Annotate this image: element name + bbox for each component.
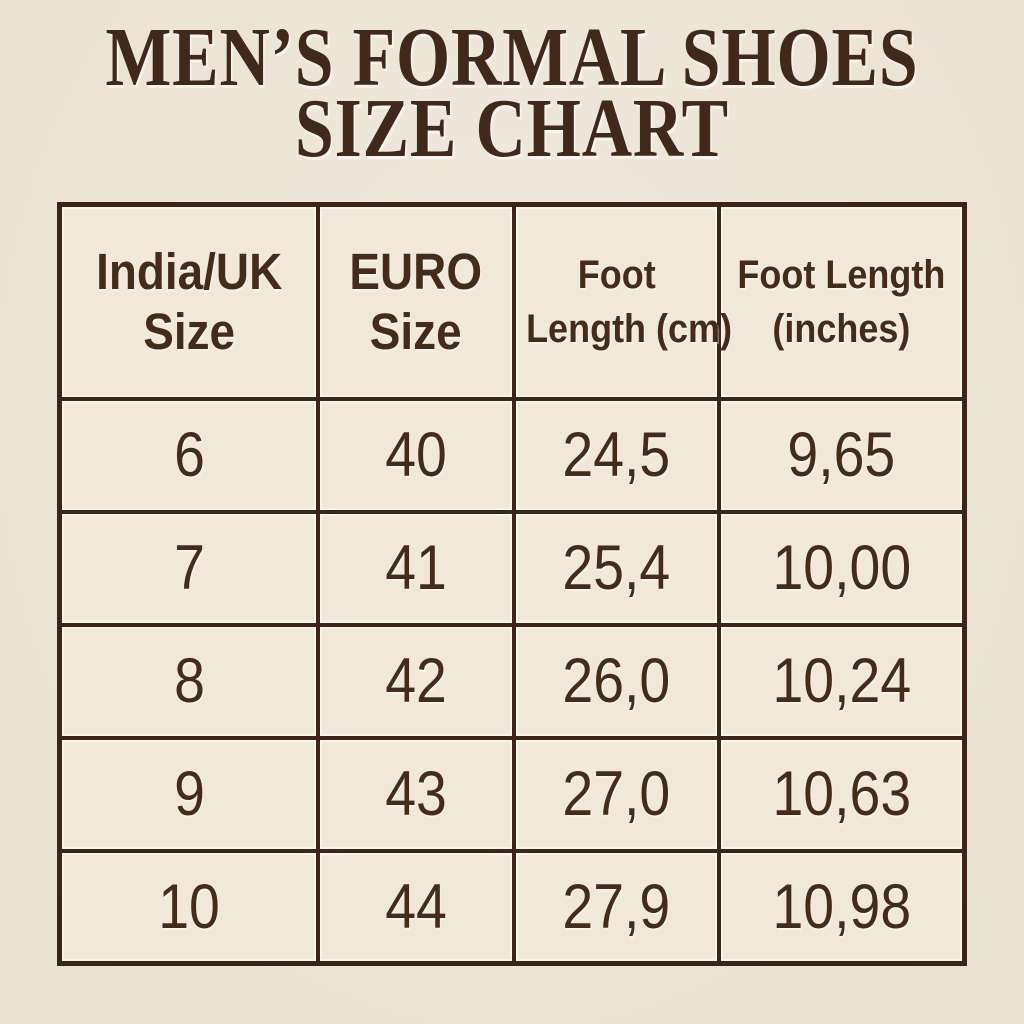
cell-india-uk-size: 7 xyxy=(57,509,321,627)
value-foot-length-inches: 10,00 xyxy=(772,533,911,603)
cell-india-uk-size: 6 xyxy=(57,396,321,514)
cell-foot-length-inches: 10,98 xyxy=(717,848,967,966)
header-euro-size: EURO Size xyxy=(316,202,516,401)
value-foot-length-cm: 27,0 xyxy=(562,759,671,829)
cell-foot-length-cm: 27,9 xyxy=(511,848,722,966)
value-india-uk-size: 10 xyxy=(158,871,220,942)
value-foot-length-cm: 24,5 xyxy=(562,420,671,490)
value-euro-size: 42 xyxy=(385,646,447,716)
value-foot-length-inches: 10,24 xyxy=(772,646,911,716)
table-row: 9 43 27,0 10,63 xyxy=(57,735,967,853)
table-row: 6 40 24,5 9,65 xyxy=(57,396,967,514)
cell-india-uk-size: 10 xyxy=(57,848,321,966)
cell-euro-size: 43 xyxy=(316,735,516,853)
cell-foot-length-cm: 25,4 xyxy=(511,509,722,627)
header-foot-length-inches: Foot Length (inches) xyxy=(717,202,967,401)
value-foot-length-cm: 26,0 xyxy=(562,646,671,716)
value-foot-length-inches: 10,98 xyxy=(772,871,911,942)
header-foot-length-cm-line-2: Length (cm) xyxy=(525,306,732,351)
cell-foot-length-cm: 26,0 xyxy=(511,622,722,740)
header-foot-length-inches-line-2: (inches) xyxy=(772,306,911,351)
cell-euro-size: 44 xyxy=(316,848,516,966)
page-title: MEN’S FORMAL SHOES SIZE CHART xyxy=(0,11,1024,175)
value-india-uk-size: 6 xyxy=(173,420,205,490)
header-euro-size-line-2: Size xyxy=(370,302,462,360)
header-foot-length-inches-line-1: Foot Length xyxy=(737,252,946,297)
table-header-row: India/UK Size EURO Size Foot Length (cm)… xyxy=(57,202,967,401)
page-title-line-2: SIZE CHART xyxy=(295,82,729,175)
value-india-uk-size: 9 xyxy=(173,759,205,829)
value-euro-size: 40 xyxy=(385,420,447,490)
size-conversion-table: India/UK Size EURO Size Foot Length (cm)… xyxy=(57,202,967,966)
table-row: 8 42 26,0 10,24 xyxy=(57,622,967,740)
header-india-uk-size: India/UK Size xyxy=(57,202,321,401)
cell-euro-size: 42 xyxy=(316,622,516,740)
cell-foot-length-cm: 27,0 xyxy=(511,735,722,853)
value-euro-size: 44 xyxy=(385,871,447,942)
table-row: 10 44 27,9 10,98 xyxy=(57,848,967,966)
value-foot-length-inches: 9,65 xyxy=(787,420,896,490)
header-foot-length-cm: Foot Length (cm) xyxy=(511,202,732,401)
value-euro-size: 43 xyxy=(385,759,447,829)
header-euro-size-line-1: EURO xyxy=(349,242,483,300)
header-foot-length-cm-line-1: Foot xyxy=(577,252,656,297)
header-india-uk-size-line-2: Size xyxy=(143,302,236,360)
cell-euro-size: 40 xyxy=(316,396,516,514)
cell-euro-size: 41 xyxy=(316,509,516,627)
cell-foot-length-inches: 10,00 xyxy=(717,509,967,627)
table-row: 7 41 25,4 10,00 xyxy=(57,509,967,627)
value-euro-size: 41 xyxy=(385,533,447,603)
page-title-line-1: MEN’S FORMAL SHOES xyxy=(105,11,919,104)
cell-foot-length-inches: 10,63 xyxy=(717,735,967,853)
cell-foot-length-inches: 10,24 xyxy=(717,622,967,740)
cell-india-uk-size: 9 xyxy=(57,735,321,853)
value-india-uk-size: 8 xyxy=(173,646,205,716)
value-foot-length-cm: 27,9 xyxy=(562,871,671,942)
cell-foot-length-cm: 24,5 xyxy=(511,396,722,514)
value-india-uk-size: 7 xyxy=(173,533,205,603)
cell-foot-length-inches: 9,65 xyxy=(717,396,967,514)
value-foot-length-cm: 25,4 xyxy=(562,533,671,603)
value-foot-length-inches: 10,63 xyxy=(772,759,911,829)
header-india-uk-size-line-1: India/UK xyxy=(96,242,283,300)
cell-india-uk-size: 8 xyxy=(57,622,321,740)
